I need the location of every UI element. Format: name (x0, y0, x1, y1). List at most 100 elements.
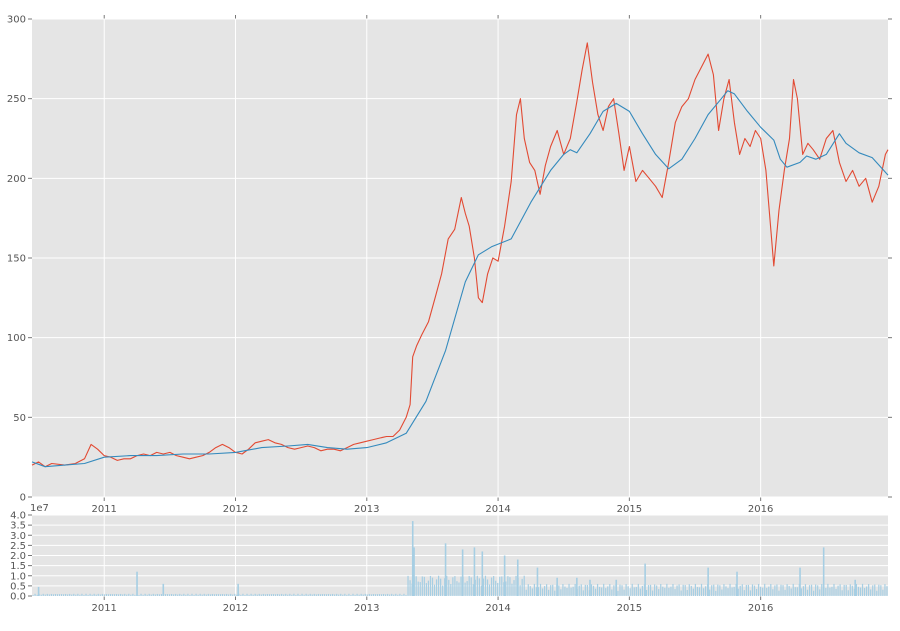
volume-bar (857, 586, 860, 596)
volume-bar (872, 585, 874, 596)
volume-y-tick-label: 2.5 (10, 541, 26, 552)
volume-bar (266, 594, 268, 596)
volume-bar (833, 583, 835, 596)
volume-bar (315, 594, 317, 596)
volume-bar (75, 594, 77, 596)
volume-bar (670, 586, 672, 596)
volume-bar (507, 576, 509, 596)
volume-bar (645, 589, 648, 596)
volume-bar (454, 576, 456, 596)
volume-bar (672, 583, 674, 596)
price-series-line (31, 42, 889, 468)
volume-bar (736, 571, 738, 596)
volume-bar (134, 594, 136, 596)
volume-bar (246, 593, 248, 596)
volume-bar (213, 594, 216, 596)
volume-bar (93, 593, 95, 596)
volume-bar (156, 593, 158, 596)
volume-bar (605, 588, 607, 596)
volume-bar (753, 585, 756, 596)
volume-bar (344, 593, 346, 596)
volume-bar (466, 581, 468, 596)
volume-bar (480, 585, 482, 596)
volume-bar (91, 594, 93, 596)
volume-bar (236, 594, 238, 596)
volume-bar (329, 594, 332, 596)
main-x-tick-label: 2013 (354, 504, 379, 515)
volume-bar (800, 588, 802, 596)
volume-bar (558, 585, 560, 596)
volume-bar (146, 594, 148, 596)
volume-bar (446, 575, 448, 596)
volume-bar (193, 594, 195, 596)
volume-bar (152, 593, 154, 596)
volume-bar (250, 593, 252, 596)
volume-bar (711, 585, 713, 596)
volume-bar (525, 589, 527, 596)
volume-bar (83, 594, 85, 596)
volume-y-tick-label: 1.5 (10, 561, 26, 572)
volume-bar (89, 593, 91, 596)
volume-bar (484, 575, 487, 596)
volume-bar (822, 547, 825, 596)
volume-bar (237, 583, 239, 596)
volume-bar (786, 584, 788, 596)
volume-bar (654, 584, 656, 596)
volume-bar (550, 585, 552, 596)
volume-bar (631, 583, 633, 596)
volume-bar (203, 593, 205, 596)
volume-bar (486, 579, 489, 596)
volume-bar (664, 587, 666, 596)
volume-bar (572, 586, 574, 596)
volume-bar (429, 575, 432, 596)
volume-bar (230, 593, 232, 596)
volume-bar (488, 584, 491, 596)
volume-bar (627, 586, 629, 596)
volume-bar (301, 593, 303, 596)
volume-bar (209, 594, 211, 596)
volume-bar (217, 594, 220, 596)
volume-bar (617, 590, 619, 596)
volume-bar (299, 594, 301, 596)
volume-bar (195, 593, 197, 596)
volume-bar (421, 576, 423, 596)
volume-bar (717, 584, 719, 596)
volume-bar (44, 594, 46, 596)
volume-bar (274, 594, 277, 596)
volume-bar (866, 586, 868, 596)
volume-bar (660, 583, 662, 596)
volume-bar (755, 588, 758, 596)
volume-bar (279, 594, 281, 596)
volume-bar (698, 587, 701, 596)
volume-bar (295, 594, 297, 596)
volume-bar (580, 584, 582, 596)
volume-bar (884, 584, 886, 596)
volume-bar (128, 593, 130, 596)
volume-bar (735, 583, 737, 596)
volume-bar (837, 585, 839, 596)
volume-bar (707, 567, 709, 596)
volume-bar (126, 594, 128, 596)
volume-y-tick-label: 2.0 (10, 551, 26, 562)
volume-bar (611, 589, 613, 596)
volume-bar (601, 587, 603, 596)
volume-bar (482, 578, 485, 596)
volume-bar (317, 593, 319, 596)
volume-bar (444, 543, 447, 596)
volume-bar (122, 594, 124, 596)
volume-bar (548, 589, 550, 596)
volume-bar (340, 593, 342, 596)
volume-bar (808, 585, 811, 596)
volume-bar (778, 590, 780, 596)
volume-bar (87, 594, 89, 596)
volume-bar (749, 590, 752, 596)
volume-bar (42, 593, 44, 596)
volume-bar (481, 551, 484, 596)
volume-bar (853, 588, 855, 596)
volume-bar (201, 594, 203, 596)
volume-bar (211, 593, 213, 596)
volume-bar (325, 594, 328, 596)
volume-bar (405, 594, 407, 596)
volume-bar (499, 576, 501, 596)
volume-bar (690, 585, 692, 596)
